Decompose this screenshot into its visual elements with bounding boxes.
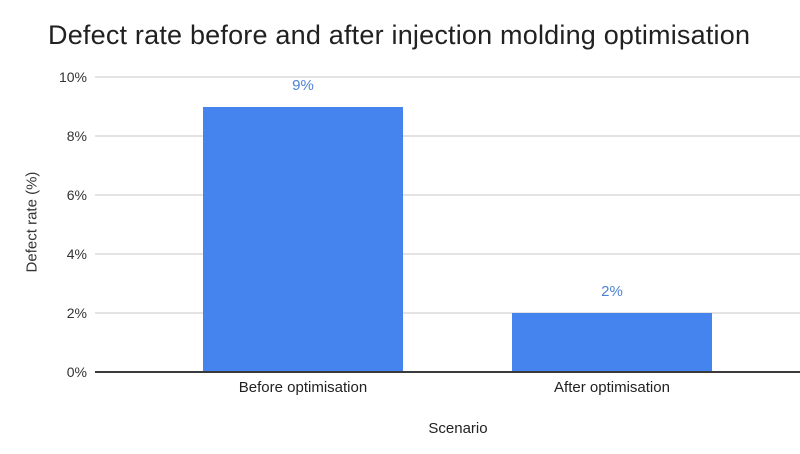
y-tick-label-2: 2% [66, 305, 87, 321]
gridline-6 [95, 194, 800, 196]
y-tick-label-0: 0% [66, 364, 87, 380]
bar-value-label-before-optimisation: 9% [292, 76, 314, 94]
gridline-10 [95, 76, 800, 78]
bar-after-optimisation [512, 313, 712, 372]
gridline-2 [95, 312, 800, 314]
chart-title: Defect rate before and after injection m… [48, 20, 751, 50]
bar-before-optimisation [203, 106, 403, 372]
bar-value-label-after-optimisation: 2% [601, 283, 623, 300]
plot-area: 9% 2% [95, 76, 800, 373]
y-tick-label-10: 10% [58, 69, 87, 85]
x-tick-label-after-optimisation: After optimisation [554, 379, 670, 396]
gridline-4 [95, 253, 800, 255]
y-tick-label-6: 6% [66, 187, 87, 203]
x-axis-title: Scenario [428, 420, 488, 437]
gridline-8 [95, 135, 800, 137]
y-tick-label-8: 8% [66, 128, 87, 144]
x-tick-label-before-optimisation: Before optimisation [238, 379, 368, 396]
y-tick-label-4: 4% [66, 246, 87, 262]
x-axis-baseline [95, 371, 800, 373]
